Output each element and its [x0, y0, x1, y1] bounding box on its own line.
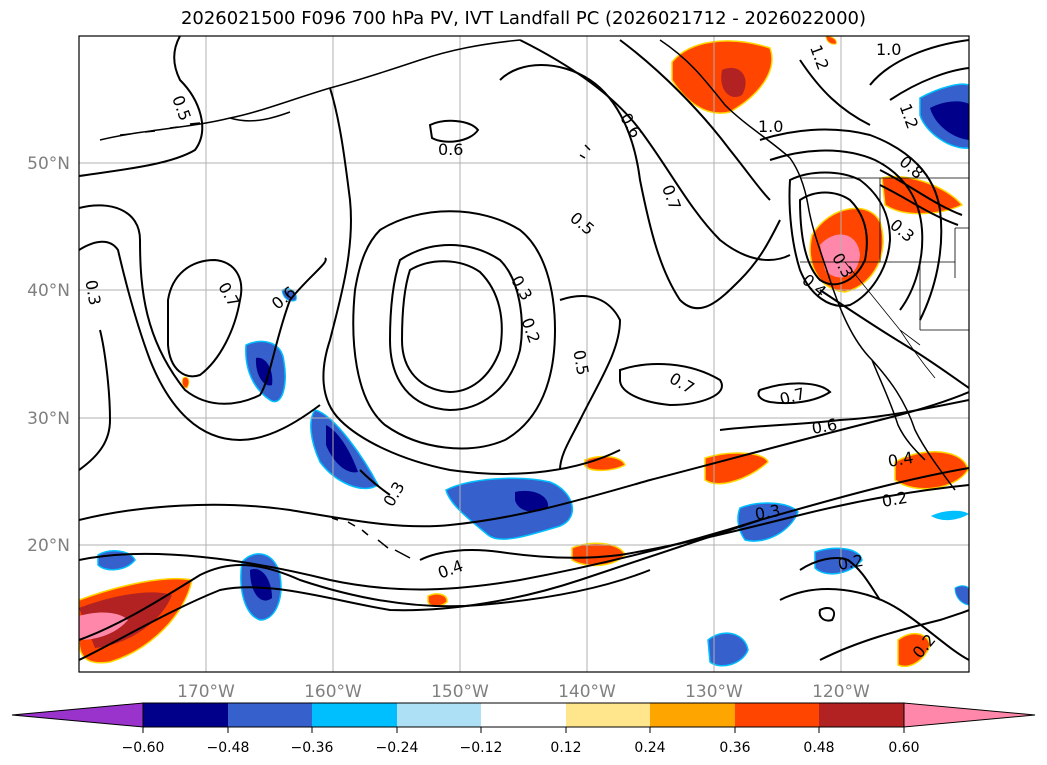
contour-label: 0.4	[886, 448, 914, 471]
colorbar: −0.60 −0.48 −0.36 −0.24 −0.12 0.12 0.24 …	[11, 702, 1036, 756]
colorbar-tick: −0.36	[291, 740, 334, 756]
colorbar-extend-high	[903, 702, 1036, 728]
contour-label: 0.3	[81, 278, 104, 306]
colorbar-bin	[228, 703, 312, 727]
lon-tick-120w: 120°W	[812, 682, 870, 702]
map-frame	[78, 35, 970, 673]
colorbar-bin	[312, 703, 397, 727]
contour-label: 0.3	[753, 501, 781, 524]
colorbar-tick: 0.48	[803, 740, 834, 756]
lat-tick-50: 50°N	[27, 154, 70, 174]
contour-label: 1.0	[876, 40, 901, 59]
shade-central-pacific	[445, 477, 574, 540]
lon-tick-160w: 160°W	[304, 682, 362, 702]
colorbar-tick: 0.60	[888, 740, 919, 756]
colorbar-tick: −0.48	[207, 740, 250, 756]
colorbar-bin	[819, 703, 904, 727]
pv-contours	[79, 36, 969, 661]
colorbar-extend-low	[11, 702, 144, 728]
lon-tick-130w: 130°W	[685, 682, 743, 702]
lon-tick-170w: 170°W	[177, 682, 235, 702]
contour-label: 0.2	[836, 551, 864, 574]
shading-negative	[97, 83, 969, 667]
colorbar-tick: 0.36	[719, 740, 750, 756]
colorbar-bin	[566, 703, 650, 727]
aleutians	[119, 122, 591, 159]
colorbar-bin	[481, 703, 566, 727]
map-panel: 0.5 0.6 0.6 0.5 0.7 1.0 1.2 1.0 1.2 0.8 …	[79, 36, 969, 672]
colorbar-tick: −0.24	[376, 740, 419, 756]
lon-tick-labels: 170°W 160°W 150°W 140°W 130°W 120°W	[177, 682, 870, 702]
contour-label: 1.0	[758, 117, 783, 136]
lon-tick-150w: 150°W	[431, 682, 489, 702]
contour-label: 0.2	[880, 488, 908, 511]
colorbar-bin	[397, 703, 481, 727]
lat-tick-40: 40°N	[27, 281, 70, 301]
contour-label: 0.5	[569, 348, 592, 376]
map-title: 2026021500 F096 700 hPa PV, IVT Landfall…	[180, 8, 867, 29]
colorbar-bin	[735, 703, 819, 727]
colorbar-tick: −0.12	[460, 740, 503, 756]
lon-tick-140w: 140°W	[558, 682, 616, 702]
coastlines	[99, 39, 969, 559]
contour-label: 0.6	[438, 140, 463, 159]
colorbar-tick: 0.12	[550, 740, 581, 756]
state-borders	[800, 177, 969, 379]
colorbar-bin	[650, 703, 735, 727]
colorbar-tick: 0.24	[634, 740, 665, 756]
baja	[871, 359, 926, 461]
colorbar-bin	[143, 703, 228, 727]
lat-tick-20: 20°N	[27, 536, 70, 556]
hawaii	[331, 517, 411, 559]
colorbar-tick: −0.60	[122, 740, 165, 756]
lat-tick-labels: 50°N 40°N 30°N 20°N	[27, 154, 70, 556]
contour-label: 0.6	[810, 415, 838, 438]
lat-tick-30: 30°N	[27, 409, 70, 429]
